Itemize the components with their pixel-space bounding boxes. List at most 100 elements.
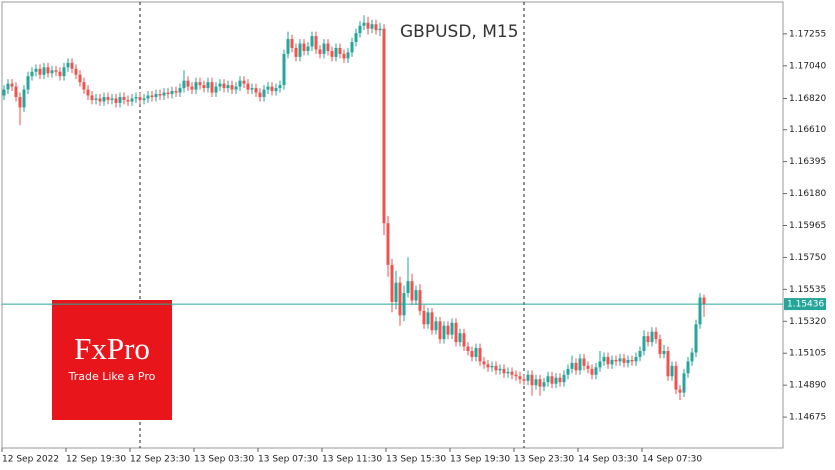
candle-body [550,376,554,384]
candle-body [106,96,110,100]
candle-body [202,85,206,89]
candle-body [650,331,654,343]
candle-body [342,53,346,59]
x-tick-label: 13 Sep 11:30 [322,455,382,465]
candle-body [362,22,366,26]
candle-body [678,389,682,393]
candle-body [222,83,226,89]
candle-body [598,361,602,368]
candle-body [10,83,14,87]
candle-body [474,348,478,357]
logo-brand: FxPro [74,331,150,366]
candle-body [186,80,190,87]
candle-body [534,379,538,386]
candle-body [558,377,562,383]
candle-body [522,379,526,381]
candle-body [414,290,418,301]
candle-body [330,50,334,57]
candle-body [278,85,282,89]
candle-body [418,290,422,311]
candle-body [450,322,454,335]
candle-body [338,47,342,54]
y-tick-label: 1.16180 [789,189,826,199]
candle-body [438,321,442,340]
candle-body [398,282,402,316]
candle-body [102,96,106,102]
candle-body [478,348,482,362]
candle-body [614,359,618,362]
candle-body [314,36,318,50]
candle-body [270,86,274,92]
candle-body [298,43,302,57]
candle-body [446,325,450,335]
candle-body [354,33,358,43]
candle-body [246,83,250,90]
candle-body [566,368,570,375]
candle-body [518,376,522,380]
y-tick-label: 1.14675 [789,413,826,423]
candle-body [470,351,474,357]
candle-body [230,85,234,90]
candle-body [510,371,514,375]
candle-body [182,80,186,89]
candle-body [602,356,606,362]
candle-body [166,92,170,95]
x-tick-label: 13 Sep 07:30 [258,455,318,465]
candle-body [130,98,134,102]
candle-body [530,374,534,386]
candle-body [382,28,386,224]
candle-body [134,96,138,99]
candle-body [26,76,30,90]
candle-body [430,312,434,331]
candle-body [54,70,58,72]
candle-body [178,88,182,93]
candle-body [346,52,350,59]
y-tick-label: 1.15105 [789,349,826,359]
candle-body [78,74,82,83]
candle-body [122,96,126,100]
candle-body [190,86,194,90]
candle-body [630,359,634,362]
logo-tagline: Trade Like a Pro [68,370,156,383]
candle-body [262,89,266,97]
candle-body [626,359,630,363]
x-tick-label: 12 Sep 23:30 [130,455,190,465]
candle-body [42,67,46,75]
candle-body [74,68,78,75]
candle-body [682,373,686,393]
x-tick-label: 14 Sep 03:30 [578,455,638,465]
candle-body [170,91,174,95]
candle-body [658,339,662,354]
y-tick-label: 1.15750 [789,253,826,263]
candle-body [34,68,38,72]
candle-body [502,368,506,374]
candle-body [194,82,198,90]
candle-body [606,356,610,365]
candle-body [66,62,70,68]
candle-body [310,36,314,47]
candle-body [702,297,706,305]
candle-body [394,282,398,302]
candle-body [38,68,42,75]
candle-body [162,92,166,96]
candle-body [638,351,642,357]
x-tick-label: 14 Sep 07:30 [642,455,702,465]
candle-body [366,22,370,29]
candle-body [698,297,702,325]
candle-body [514,374,518,377]
candle-body [90,95,94,100]
chart-title: GBPUSD, M15 [400,22,519,42]
candle-body [386,223,390,265]
candle-body [662,351,666,354]
y-tick-label: 1.16395 [789,157,826,167]
candle-body [406,281,410,294]
candle-body [582,358,586,366]
candle-body [126,99,130,102]
y-tick-label: 1.16820 [789,94,826,104]
candle-body [526,374,530,381]
candle-body [254,88,258,93]
candle-body [454,322,458,343]
candle-body [562,374,566,383]
candle-body [138,96,142,100]
candle-body [610,359,614,365]
